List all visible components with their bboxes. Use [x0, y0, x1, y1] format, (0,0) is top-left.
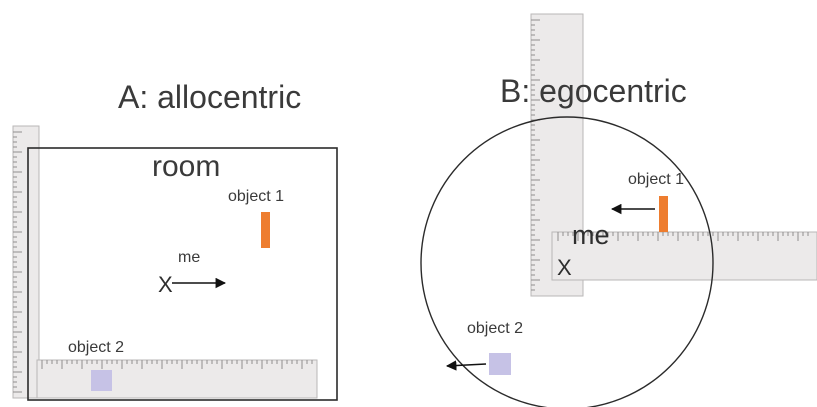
- panel-a-title: A: allocentric: [118, 79, 301, 115]
- room-frame: [27, 147, 338, 401]
- panel-a-object-1-label: object 1: [228, 188, 284, 205]
- panel-a-me-label: me: [178, 249, 200, 266]
- room-label: room: [152, 150, 220, 183]
- panel-b-ruler-horizontal: [551, 231, 817, 281]
- panel-a: A: allocentric room object 1 me X object…: [12, 79, 338, 401]
- panel-b-object-2-marker: [489, 353, 511, 375]
- panel-b-self-marker: X: [557, 255, 572, 280]
- panel-a-object-2-marker: [91, 370, 112, 391]
- panel-b-object-1-label: object 1: [628, 171, 684, 188]
- panel-b: B: egocentric object 1 me X object 2: [420, 13, 817, 407]
- panel-b-title: B: egocentric: [500, 73, 687, 109]
- panel-a-object-2-label: object 2: [68, 339, 124, 356]
- panel-b-object-2-label: object 2: [467, 320, 523, 337]
- panel-a-object-1-marker: [261, 212, 270, 248]
- panel-a-ruler-horizontal: [36, 359, 318, 399]
- panel-b-object-2-arrow: [445, 360, 487, 371]
- panel-b-object-1-marker: [659, 196, 668, 232]
- panel-b-me-label: me: [572, 220, 610, 250]
- egocentric-circle: [420, 116, 714, 407]
- panel-a-ruler-vertical: [12, 125, 40, 399]
- panel-a-self-marker: X: [158, 272, 173, 297]
